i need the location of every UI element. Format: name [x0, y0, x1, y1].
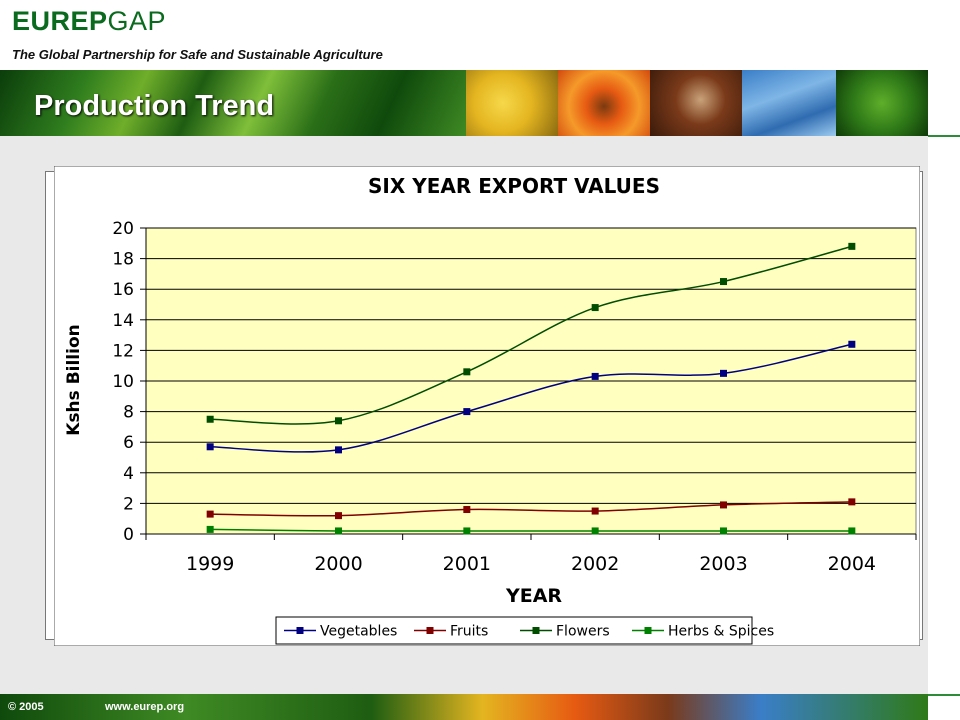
y-tick-label: 10: [112, 372, 134, 392]
data-point: [720, 501, 727, 509]
cattle-photo: [650, 70, 742, 136]
banana-photo: [466, 70, 558, 136]
data-point: [206, 415, 214, 423]
data-point: [720, 527, 727, 535]
data-point: [206, 443, 214, 451]
legend-marker: [426, 627, 434, 634]
legend-marker: [644, 627, 652, 634]
y-tick-label: 0: [123, 525, 134, 545]
y-tick-label: 4: [123, 464, 134, 484]
data-point: [720, 278, 727, 286]
header-banner: [0, 70, 928, 136]
chart-title: SIX YEAR EXPORT VALUES: [368, 174, 660, 198]
x-tick-label: 2001: [443, 553, 491, 575]
y-tick-label: 18: [112, 250, 134, 270]
legend-label: Vegetables: [320, 624, 397, 640]
export-chart: SIX YEAR EXPORT VALUES 0 2 4 6 8 10 12 14 16 18 20…: [54, 166, 920, 646]
x-tick-label: 2000: [314, 553, 362, 575]
x-axis-label: YEAR: [505, 585, 562, 607]
x-tick-label: 2004: [828, 553, 876, 575]
data-point: [206, 510, 214, 518]
leaf-photo: [0, 70, 466, 136]
y-tick-label: 14: [112, 311, 134, 331]
y-tick-label: 8: [123, 403, 134, 423]
legend-box: [275, 616, 753, 645]
tagline: The Global Partnership for Safe and Sust…: [12, 47, 383, 62]
y-tick-label: 16: [112, 280, 134, 300]
footer-strip: [0, 694, 928, 720]
fish-photo: [742, 70, 836, 136]
y-tick-label: 20: [112, 219, 134, 239]
data-point: [335, 527, 342, 535]
data-point: [591, 304, 599, 312]
x-tick-label: 1999: [186, 553, 234, 575]
data-point: [720, 369, 727, 377]
legend-marker: [296, 627, 304, 634]
series-line-2: [210, 245, 853, 425]
data-point: [463, 408, 471, 416]
data-point: [591, 372, 599, 380]
copyright-text: © 2005: [8, 701, 44, 713]
slide-title: Production Trend: [34, 90, 275, 122]
data-point: [463, 506, 471, 514]
data-point: [206, 525, 214, 533]
header-right-band: [928, 70, 960, 137]
data-point: [335, 512, 342, 520]
y-axis-label: Kshs Billion: [64, 324, 84, 435]
data-point: [335, 446, 342, 454]
legend-label: Herbs & Spices: [668, 624, 774, 640]
website-text: www.eurep.org: [105, 701, 185, 713]
legend-label: Fruits: [450, 624, 488, 640]
data-point: [463, 368, 471, 376]
data-point: [848, 340, 856, 348]
legend-marker: [532, 627, 540, 634]
y-tick-label: 6: [123, 433, 134, 453]
brand-bold: EUREP: [12, 6, 108, 36]
data-point: [591, 507, 599, 515]
series-line-0: [210, 343, 852, 453]
y-tick-label: 12: [112, 341, 134, 361]
x-tick-label: 2002: [571, 553, 619, 575]
coffee-photo: [836, 70, 928, 136]
brand-logo: EUREPGAP: [12, 6, 166, 37]
data-point: [848, 498, 856, 506]
data-point: [463, 527, 471, 535]
y-tick-label: 2: [123, 494, 134, 514]
series-line-1: [210, 501, 852, 517]
flower-photo: [558, 70, 650, 136]
data-point: [848, 242, 856, 250]
data-point: [335, 417, 342, 425]
series-line-3: [210, 528, 852, 532]
legend: Vegetables Fruits Flowers Herbs & Spices: [275, 616, 774, 645]
data-point: [848, 527, 856, 535]
data-point: [591, 527, 599, 535]
legend-label: Flowers: [556, 624, 610, 640]
footer-right-band: [928, 694, 960, 720]
x-tick-label: 2003: [699, 553, 747, 575]
brand-light: GAP: [107, 6, 167, 36]
